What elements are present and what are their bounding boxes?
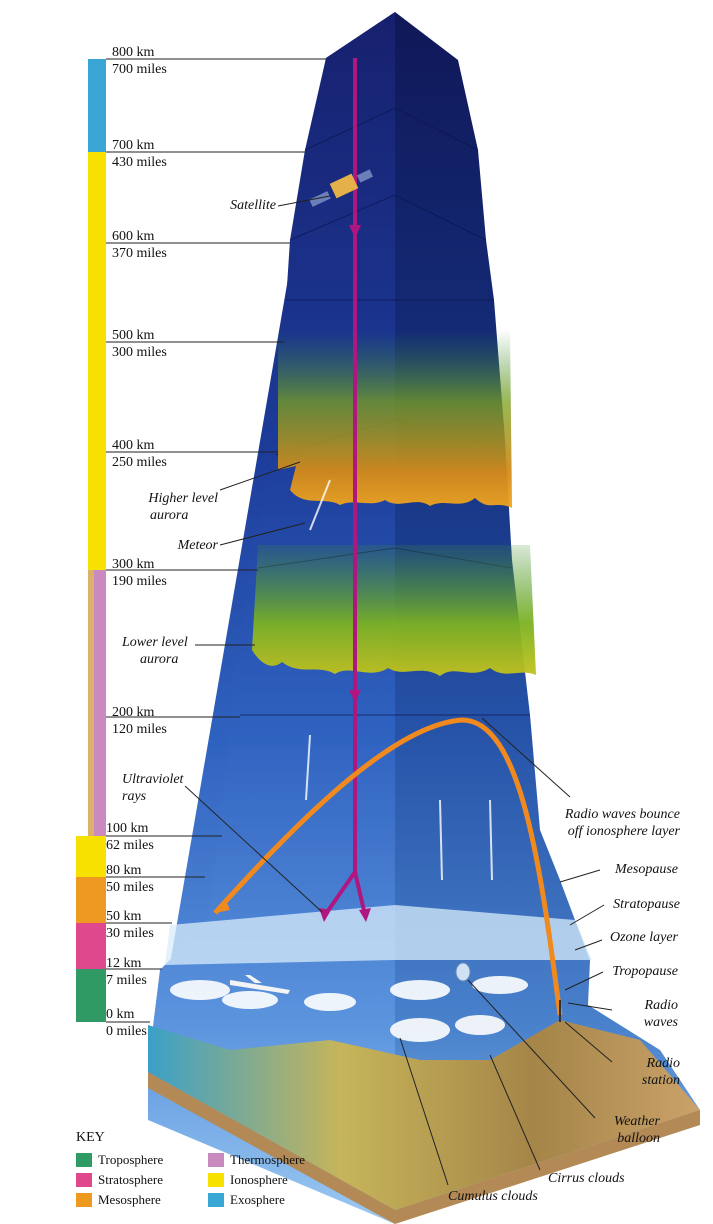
key-swatch [76,1153,92,1167]
pillar-side-face [395,12,700,1210]
key-label: Ionosphere [230,1172,288,1187]
key-label: Stratosphere [98,1172,163,1187]
lower-aurora-caption: Lower level [122,635,188,650]
meteor-streaks [305,479,493,881]
cumulus-clouds-caption: Cumulus clouds [448,1189,538,1204]
altitude-miles: 430 miles [112,155,167,170]
altitude-km: 700 km [112,138,155,153]
key-label: Mesosphere [98,1192,161,1207]
altitude-miles: 190 miles [112,574,167,589]
key-item: Thermosphere [208,1152,305,1168]
altitude-miles: 30 miles [106,926,154,941]
weather-balloon-caption: Weather [613,1114,660,1129]
weather-balloon-icon [455,962,471,982]
ground-landscape [148,1020,700,1210]
altitude-km: 200 km [112,705,155,720]
exosphere-band [88,59,106,152]
ultraviolet-caption: Ultraviolet [122,772,184,787]
mesosphere-band [76,877,106,923]
lower-aurora-caption-2: aurora [140,652,179,667]
altitude-km: 800 km [112,45,155,60]
altitude-km: 12 km [106,956,142,971]
stratosphere-band [76,923,106,969]
satellite-icon [309,169,374,207]
radio-station-caption: Radio [646,1056,680,1071]
higher-aurora [278,330,512,508]
ultraviolet-caption-2: rays [122,789,147,804]
tropopause-caption: Tropopause [612,964,678,979]
mesopause-caption: Mesopause [615,862,678,877]
key-title: KEY [76,1130,105,1145]
key-swatch [76,1193,92,1207]
ozone-haze [165,905,592,965]
key-label: Exosphere [230,1192,285,1207]
altitude-km: 0 km [106,1007,135,1022]
altitude-miles: 50 miles [106,880,154,895]
key-swatch [208,1153,224,1167]
key-swatch [76,1173,92,1187]
airplane-icon [230,975,290,994]
altitude-miles: 250 miles [112,455,167,470]
cirrus-clouds-caption: Cirrus clouds [548,1171,625,1186]
altitude-miles: 120 miles [112,722,167,737]
altitude-km: 300 km [112,557,155,572]
key-item: Stratosphere [76,1172,163,1188]
key-item: Exosphere [208,1192,285,1208]
satellite-caption: Satellite [230,198,276,213]
stratopause-caption: Stratopause [613,897,680,912]
radio-station-caption-2: station [641,1073,680,1088]
meteor-caption: Meteor [177,538,218,553]
leader-lines [106,58,613,1186]
key-item: Mesosphere [76,1192,161,1208]
higher-aurora-caption-2: aurora [150,508,189,523]
key-label: Thermosphere [230,1152,306,1167]
satellite-beam [323,58,367,917]
altitude-miles: 300 miles [112,345,167,360]
key-swatch [208,1193,224,1207]
weather-balloon-caption-2: balloon [617,1131,660,1146]
altitude-km: 500 km [112,328,155,343]
key-item: Ionosphere [208,1172,288,1188]
cloud-layer [170,976,528,1042]
ground-soil [148,1072,700,1224]
key-label: Troposphere [98,1152,164,1167]
altitude-miles: 62 miles [106,838,154,853]
lower-aurora [252,545,536,676]
troposphere-band [76,969,106,1022]
altitude-km: 600 km [112,229,155,244]
altitude-miles: 700 miles [112,62,167,77]
altitude-miles: 7 miles [106,973,147,988]
radio-waves-caption: Radio [644,998,678,1013]
altitude-miles: 370 miles [112,246,167,261]
altitude-km: 100 km [106,821,149,836]
radio-bounce-caption: Radio waves bounce [564,807,680,822]
radio-waves-caption-2: waves [643,1015,678,1030]
altitude-km: 400 km [112,438,155,453]
altitude-km: 80 km [106,863,142,878]
layer-scale-bar [76,59,106,1022]
altitude-miles: 0 miles [106,1024,147,1039]
altitude-km: 50 km [106,909,142,924]
key-swatch [208,1173,224,1187]
key-item: Troposphere [76,1152,163,1168]
radio-bounce-caption-2: off ionosphere layer [567,824,680,839]
ionosphere-lower-band [76,836,106,877]
ozone-layer-caption: Ozone layer [609,930,678,945]
radio-wave-arc [213,717,563,1016]
thermosphere-strip [94,570,106,836]
higher-aurora-caption: Higher level [148,491,218,506]
atmosphere-pillar [148,12,700,1224]
